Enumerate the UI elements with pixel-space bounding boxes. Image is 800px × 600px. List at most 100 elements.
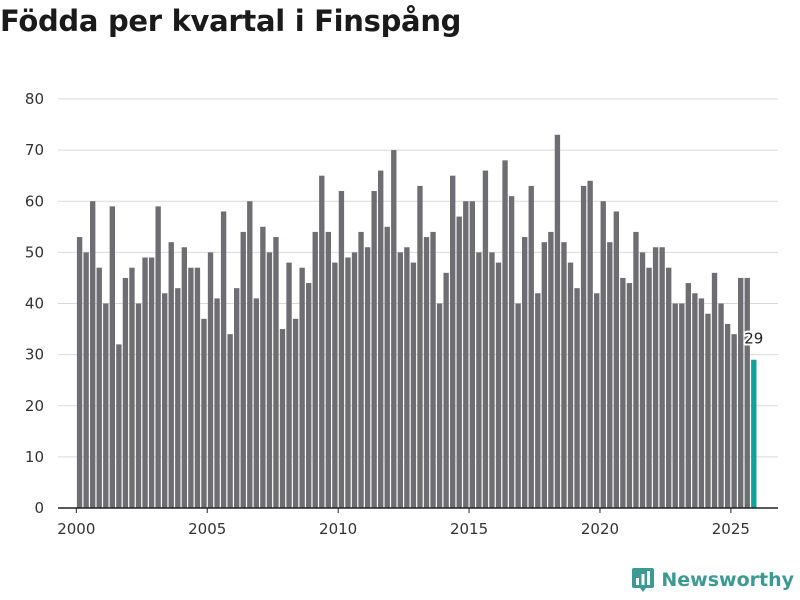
bar	[607, 242, 613, 508]
bar	[96, 267, 102, 508]
bar	[731, 334, 737, 508]
bar	[247, 201, 253, 508]
bar	[332, 262, 338, 508]
bar	[436, 303, 443, 508]
y-axis-ticks: 0 10 20 30 40 50 60 70 80	[25, 90, 44, 517]
brand-name: Newsworthy	[661, 569, 794, 591]
bar	[76, 237, 83, 509]
bar	[463, 201, 469, 508]
bar	[214, 298, 220, 508]
highlight-data-label: 29	[744, 330, 763, 348]
newsworthy-logo-icon	[632, 568, 655, 592]
bar	[548, 231, 554, 509]
bar	[207, 252, 214, 509]
bars	[76, 134, 757, 509]
bar	[594, 293, 600, 508]
bar	[168, 242, 174, 508]
y-tick-label: 80	[25, 90, 44, 108]
bar	[404, 247, 410, 508]
bar	[148, 257, 155, 508]
bar	[345, 257, 351, 508]
bar	[142, 257, 148, 508]
bar	[633, 231, 639, 509]
bar	[391, 150, 397, 509]
bar	[567, 262, 574, 508]
chart-title: Födda per kvartal i Finspång	[0, 4, 462, 38]
bar	[273, 237, 279, 509]
bar	[724, 323, 731, 508]
bar	[679, 303, 685, 508]
bar	[312, 231, 318, 509]
bar	[253, 298, 259, 508]
bar	[574, 288, 580, 508]
x-axis: 2000 2005 2010 2015 2020 2025	[57, 507, 778, 538]
y-tick-label: 10	[25, 448, 44, 466]
bar	[646, 267, 652, 508]
x-tick-label: 2005	[188, 520, 226, 538]
bar	[116, 344, 122, 508]
bar	[535, 293, 541, 508]
bar	[410, 262, 417, 508]
bar	[175, 288, 181, 508]
bar	[476, 252, 482, 509]
bar	[423, 237, 430, 509]
y-tick-label: 60	[25, 192, 44, 210]
bar	[443, 272, 449, 508]
bar	[122, 277, 129, 508]
bar	[580, 185, 587, 508]
bar	[489, 252, 495, 509]
bar	[659, 247, 665, 508]
bar	[292, 318, 299, 508]
bar	[639, 252, 646, 509]
bar	[502, 160, 508, 508]
bar	[652, 247, 659, 508]
bar	[220, 211, 227, 509]
bar	[541, 242, 547, 508]
bar	[554, 134, 561, 509]
bar	[338, 191, 345, 508]
bar	[711, 272, 718, 508]
bar	[666, 267, 672, 508]
bar	[240, 231, 246, 509]
y-tick-label: 50	[25, 243, 44, 261]
bar	[620, 277, 626, 508]
bar	[456, 216, 462, 508]
bar	[266, 252, 273, 509]
bar	[201, 318, 207, 508]
bar	[718, 303, 724, 508]
bar	[279, 329, 286, 508]
bar	[135, 303, 142, 508]
bar	[227, 334, 233, 508]
bar	[482, 170, 489, 508]
bar	[417, 185, 423, 508]
bar	[685, 283, 691, 508]
bar	[299, 267, 305, 508]
bar	[378, 170, 384, 508]
bar	[587, 180, 593, 509]
bar	[528, 185, 534, 508]
bar	[319, 175, 325, 508]
bar	[109, 206, 115, 509]
bar	[495, 262, 502, 508]
y-tick-label: 20	[25, 397, 44, 415]
bar	[626, 283, 633, 508]
y-tick-label: 0	[34, 499, 44, 517]
bar	[469, 201, 475, 508]
bar	[397, 252, 403, 509]
bar	[358, 231, 364, 509]
bar	[698, 298, 705, 508]
bar	[306, 283, 312, 508]
x-tick-label: 2000	[57, 520, 95, 538]
bar	[384, 226, 390, 508]
bar	[450, 175, 456, 508]
bar	[90, 201, 96, 508]
bar	[600, 201, 606, 508]
y-tick-label: 70	[25, 141, 44, 159]
bar	[672, 303, 678, 508]
bar	[364, 247, 371, 508]
bar	[181, 247, 187, 508]
bar	[194, 267, 201, 508]
bar	[561, 242, 567, 508]
x-tick-label: 2025	[712, 520, 750, 538]
bar	[351, 252, 358, 509]
